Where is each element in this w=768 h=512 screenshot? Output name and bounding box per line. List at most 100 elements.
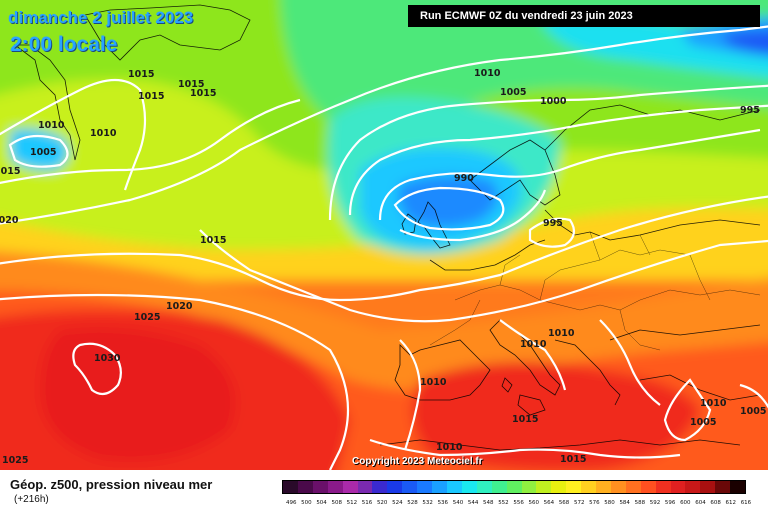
scale-label: 512 — [346, 500, 358, 506]
isobar-label: 1005 — [30, 147, 56, 158]
run-info-banner: Run ECMWF 0Z du vendredi 23 juin 2023 — [408, 5, 760, 27]
scale-label: 616 — [740, 500, 752, 506]
scale-label: 552 — [498, 500, 509, 506]
isobar-label: 1010 — [520, 339, 547, 350]
scale-swatch — [357, 481, 373, 493]
scale-swatch — [491, 481, 507, 493]
scale-label: 612 — [725, 500, 737, 506]
isobar-label: 1010 — [436, 442, 463, 453]
map-date-title: dimanche 2 juillet 2023 — [8, 8, 194, 27]
scale-label: 508 — [331, 500, 342, 506]
scale-label: 500 — [301, 500, 312, 506]
isobar-label: 1030 — [94, 353, 121, 364]
scale-swatch — [372, 481, 388, 493]
isobar-label: 1015 — [178, 79, 204, 90]
color-scale-bar — [282, 480, 746, 494]
isobar-label: 1010 — [700, 398, 727, 409]
scale-label: 576 — [589, 500, 600, 506]
scale-label: 540 — [452, 500, 464, 506]
scale-swatch — [536, 481, 552, 493]
scale-label: 608 — [710, 500, 721, 506]
copyright-notice: Copyright 2023 Meteociel.fr — [352, 456, 483, 467]
isobar-label: 1005 — [500, 87, 526, 98]
scale-label: 528 — [407, 500, 418, 506]
scale-swatch — [387, 481, 403, 493]
isobar-label: 1015 — [138, 91, 164, 102]
scale-swatch — [730, 481, 746, 493]
scale-swatch — [685, 481, 701, 493]
scale-label: 556 — [513, 500, 524, 506]
isobar-label: 1015 — [128, 69, 154, 80]
scale-label: 524 — [392, 500, 403, 506]
scale-swatch — [476, 481, 492, 493]
scale-swatch — [461, 481, 477, 493]
isobar-label: 1010 — [90, 128, 117, 139]
map-time-title: 2:00 locale — [10, 33, 118, 56]
isobar-label: 990 — [454, 173, 474, 184]
scale-swatch — [297, 481, 313, 493]
scale-swatch — [312, 481, 328, 493]
isobar-labels: 1015 1015 1015 1015 1010 1010 1005 1015 … — [0, 68, 766, 466]
scale-label: 572 — [573, 500, 585, 506]
scale-swatch — [610, 481, 626, 493]
isobar-label: 995 — [543, 218, 563, 229]
isobar-label: 1000 — [540, 96, 567, 107]
scale-swatch — [596, 481, 611, 493]
scale-label: 496 — [286, 500, 297, 506]
isobar-label: 1015 — [0, 166, 20, 177]
isobar-label: 1005 — [690, 417, 716, 428]
isobar-label: 1015 — [560, 454, 586, 465]
isobar-label: 1010 — [38, 120, 65, 131]
scale-label: 504 — [316, 500, 327, 506]
isobar-label: 1015 — [200, 235, 226, 246]
scale-label: 536 — [437, 500, 449, 506]
scale-label: 580 — [604, 500, 615, 506]
scale-label: 584 — [619, 500, 630, 506]
scale-swatch — [670, 481, 686, 493]
scale-swatch — [417, 481, 433, 493]
weather-map: 1015 1015 1015 1015 1010 1010 1005 1015 … — [0, 0, 768, 470]
scale-label: 592 — [649, 500, 661, 506]
lead-time-label: (+216h) — [14, 494, 49, 505]
isobar-label: 995 — [740, 105, 760, 116]
scale-swatch — [640, 481, 656, 493]
isobar-label: 1010 — [474, 68, 501, 79]
scale-swatch — [446, 481, 462, 493]
scale-swatch — [506, 481, 522, 493]
scale-swatch — [715, 481, 731, 493]
scale-swatch — [655, 481, 671, 493]
isobar-label: 1010 — [420, 377, 447, 388]
isobars — [0, 25, 768, 470]
scale-swatch — [700, 481, 716, 493]
scale-label: 588 — [634, 500, 646, 506]
scale-label: 600 — [680, 500, 691, 506]
scale-swatch — [581, 481, 597, 493]
scale-label: 568 — [558, 500, 570, 506]
scale-swatch — [566, 481, 582, 493]
scale-label: 564 — [543, 500, 555, 506]
scale-swatch — [625, 481, 641, 493]
scale-label: 544 — [467, 500, 479, 506]
scale-label: 604 — [695, 500, 706, 506]
scale-label: 516 — [361, 500, 373, 506]
scale-label: 520 — [376, 500, 388, 506]
scale-label: 596 — [664, 500, 676, 506]
scale-swatch — [551, 481, 567, 493]
scale-swatch — [342, 481, 358, 493]
scale-swatch — [432, 481, 447, 493]
scale-label: 548 — [483, 500, 494, 506]
isobar-label: 1025 — [134, 312, 160, 323]
scale-label: 532 — [422, 500, 433, 506]
color-scale-labels: 496 500 504 508 512 516 520 524 528 532 536 540 544 5… — [286, 500, 756, 506]
isobar-label: 1015 — [190, 88, 216, 99]
scale-swatch — [327, 481, 343, 493]
scale-swatch — [521, 481, 537, 493]
isobar-label: 1005 — [740, 406, 766, 417]
legend-title: Géop. z500, pression niveau mer — [10, 477, 213, 492]
scale-swatch — [283, 481, 298, 493]
scale-swatch — [402, 481, 418, 493]
isobar-label: 1010 — [548, 328, 575, 339]
isobar-label: 1020 — [0, 215, 19, 226]
scale-label: 560 — [528, 500, 540, 506]
isobar-label: 1015 — [512, 414, 538, 425]
